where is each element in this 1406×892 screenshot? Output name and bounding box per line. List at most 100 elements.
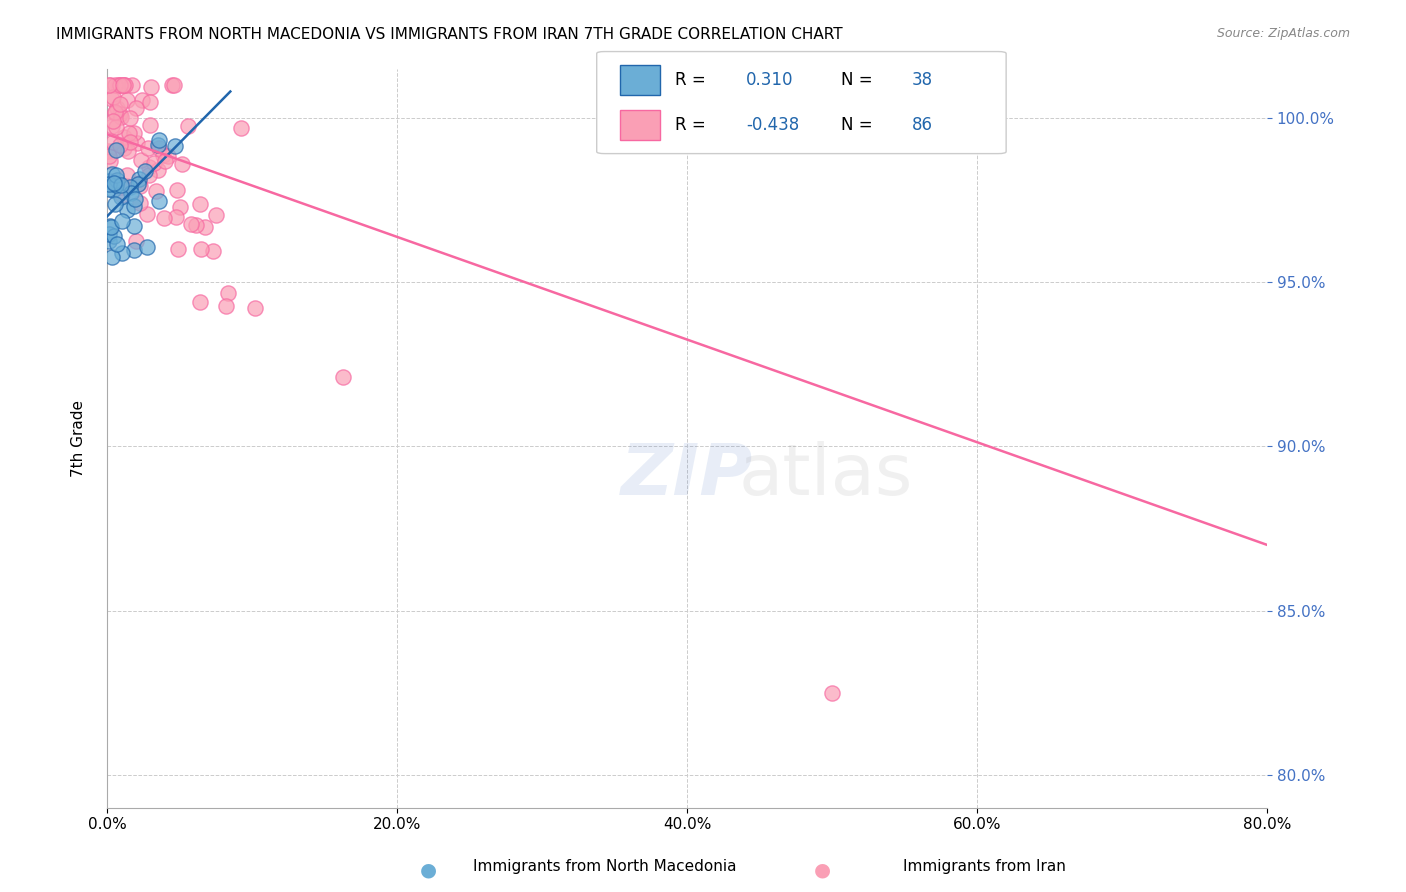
Point [103,135,125,149]
Point [104,169,127,183]
Bar [620,65,659,95]
Point [139,95,162,110]
Point [110,179,132,194]
Point [231,120,253,135]
Point [129,153,152,168]
Point [97,144,120,158]
Point [169,201,191,215]
Text: ZIP: ZIP [621,441,754,509]
Point [101,167,124,181]
Point [121,78,143,92]
Point [101,120,124,134]
Point [332,370,354,384]
Point [105,178,128,193]
Point [105,236,128,251]
Point [128,171,150,186]
Point [107,78,129,92]
Point [104,178,127,192]
Point [118,127,141,141]
Point [110,78,132,92]
Point [194,219,217,234]
Point [101,90,124,104]
Point [112,130,135,145]
Text: atlas: atlas [740,441,914,509]
Point [112,78,135,92]
Point [122,199,145,213]
Point [118,180,141,194]
Point [128,179,150,194]
Point [134,164,156,178]
Point [146,137,169,152]
Point [217,286,239,301]
Text: 0.310: 0.310 [747,71,794,89]
Point [146,162,169,177]
Text: Source: ZipAtlas.com: Source: ZipAtlas.com [1216,27,1350,40]
Point [821,686,844,700]
Point [103,176,125,190]
Text: R =: R = [675,71,711,89]
Point [128,195,150,210]
Point [190,197,212,211]
Point [97,174,120,188]
Point [115,169,138,183]
Point [167,242,190,256]
Point [111,78,134,92]
Point [103,177,125,191]
Text: N =: N = [841,116,877,134]
Point [138,161,160,175]
Point [115,178,138,193]
Text: ●: ● [814,860,831,880]
Point [135,207,157,221]
Bar [620,111,659,140]
Point [145,184,167,198]
Point [101,250,124,264]
Point [153,211,176,225]
Point [124,192,146,206]
Point [98,78,121,92]
Text: ●: ● [420,860,437,880]
Point [100,219,122,234]
FancyBboxPatch shape [596,52,1007,153]
Point [125,234,148,248]
Point [120,111,142,125]
Point [184,218,207,232]
Text: -0.438: -0.438 [747,116,800,134]
Point [103,197,125,211]
Point [188,294,211,309]
Point [243,301,266,316]
Point [131,93,153,107]
Text: Immigrants from North Macedonia: Immigrants from North Macedonia [472,859,737,874]
Point [148,194,170,209]
Point [125,136,148,150]
Point [176,119,198,133]
Point [104,106,127,120]
Point [98,149,121,163]
Text: R =: R = [675,116,711,134]
Point [98,78,121,92]
Point [125,101,148,115]
Point [205,208,228,222]
Point [163,78,186,92]
Point [105,173,128,187]
Text: IMMIGRANTS FROM NORTH MACEDONIA VS IMMIGRANTS FROM IRAN 7TH GRADE CORRELATION CH: IMMIGRANTS FROM NORTH MACEDONIA VS IMMIG… [56,27,842,42]
Point [139,118,162,132]
Point [165,210,187,224]
Point [101,183,124,197]
Point [105,143,128,157]
Point [114,141,136,155]
Text: N =: N = [841,71,877,89]
Point [101,144,124,158]
Point [111,214,134,228]
Point [101,113,124,128]
Point [111,187,134,202]
Point [139,79,162,94]
Point [110,178,132,192]
Point [98,154,121,169]
Point [136,239,159,253]
Point [180,217,202,231]
Point [117,145,139,159]
Point [97,177,120,191]
Point [215,299,238,313]
Point [104,78,127,92]
Point [115,93,138,107]
